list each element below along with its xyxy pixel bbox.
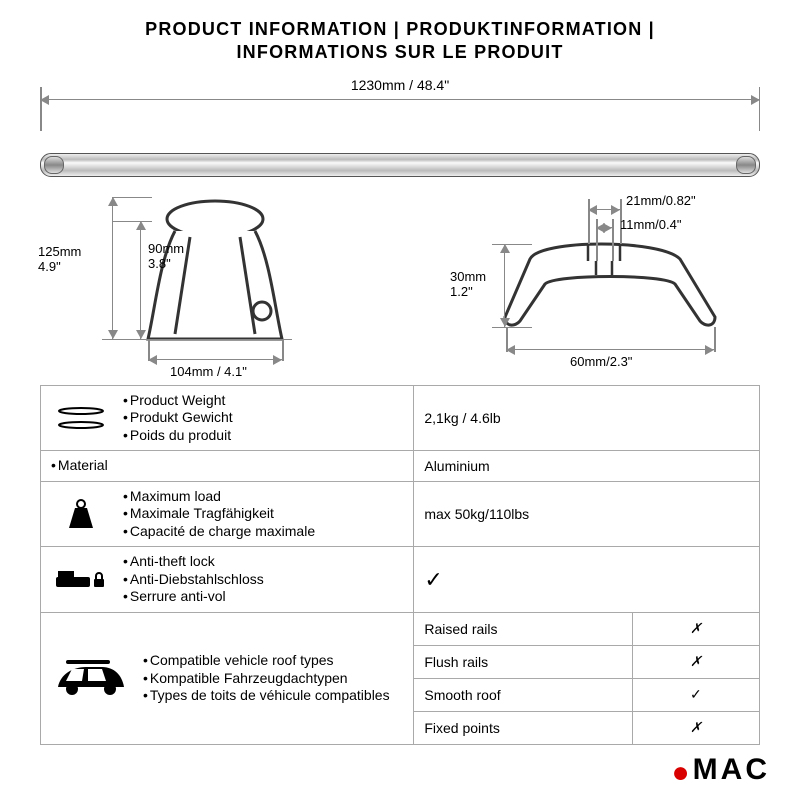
- detail-diagrams: 125mm 4.9" 90mm 3.8" 104mm / 4.1": [40, 189, 760, 379]
- foot-width: 104mm / 4.1": [170, 364, 247, 380]
- length-dimension: 1230mm / 48.4": [40, 69, 760, 129]
- length-value: 1230mm / 48.4": [40, 77, 760, 93]
- brand-text: MAC: [693, 753, 770, 786]
- roof-row-1: Flush rails ✗: [414, 646, 759, 679]
- lock-value: ✓: [424, 567, 442, 593]
- lock-icon: [51, 565, 111, 595]
- material-value: Aluminium: [414, 451, 759, 481]
- foot-figure: 125mm 4.9" 90mm 3.8" 104mm / 4.1": [40, 189, 380, 379]
- profile-figure: 21mm/0.82" 11mm/0.4" 30mm 1.2" 60mm/2.3": [420, 189, 760, 379]
- weight-value: 2,1kg / 4.6lb: [414, 386, 759, 451]
- foot-height-outer: 125mm 4.9": [38, 244, 81, 275]
- profile-key-width: 11mm/0.4": [620, 217, 681, 233]
- foot-height-inner: 90mm 3.8": [148, 241, 184, 272]
- roof-row-3: Fixed points ✗: [414, 712, 759, 744]
- brand-dot: ●: [672, 756, 693, 790]
- roof-subtable: Raised rails ✗ Flush rails ✗ Smooth roof…: [414, 613, 759, 744]
- page-title: PRODUCT INFORMATION | PRODUKTINFORMATION…: [40, 18, 760, 65]
- row-lock: Anti-theft lock Anti-Diebstahlschloss Se…: [41, 547, 759, 613]
- foot-svg: [40, 189, 380, 379]
- spec-table: Product Weight Produkt Gewicht Poids du …: [40, 385, 760, 745]
- profile-height: 30mm 1.2": [450, 269, 486, 300]
- row-roof: Compatible vehicle roof types Kompatible…: [41, 613, 759, 744]
- roof-row-0: Raised rails ✗: [414, 613, 759, 646]
- load-value: max 50kg/110lbs: [414, 482, 759, 547]
- lock-labels: Anti-theft lock Anti-Diebstahlschloss Se…: [123, 553, 264, 606]
- roof-row-2: Smooth roof ✓: [414, 679, 759, 712]
- bars-icon: [51, 403, 111, 433]
- row-weight: Product Weight Produkt Gewicht Poids du …: [41, 386, 759, 452]
- weight-icon: [51, 498, 111, 530]
- profile-top-slot: 21mm/0.82": [626, 193, 696, 209]
- profile-width: 60mm/2.3": [570, 354, 632, 370]
- title-line-2: INFORMATIONS SUR LE PRODUIT: [40, 41, 760, 64]
- car-icon: [51, 657, 131, 699]
- crossbar-illustration: [40, 153, 760, 175]
- load-labels: Maximum load Maximale Tragfähigkeit Capa…: [123, 488, 315, 541]
- row-load: Maximum load Maximale Tragfähigkeit Capa…: [41, 482, 759, 548]
- row-material: Material Aluminium: [41, 451, 759, 482]
- material-label: Material: [51, 457, 108, 475]
- weight-labels: Product Weight Produkt Gewicht Poids du …: [123, 392, 233, 445]
- roof-labels: Compatible vehicle roof types Kompatible…: [143, 652, 390, 705]
- title-line-1: PRODUCT INFORMATION | PRODUKTINFORMATION…: [40, 18, 760, 41]
- brand-logo: ●MAC: [672, 753, 770, 790]
